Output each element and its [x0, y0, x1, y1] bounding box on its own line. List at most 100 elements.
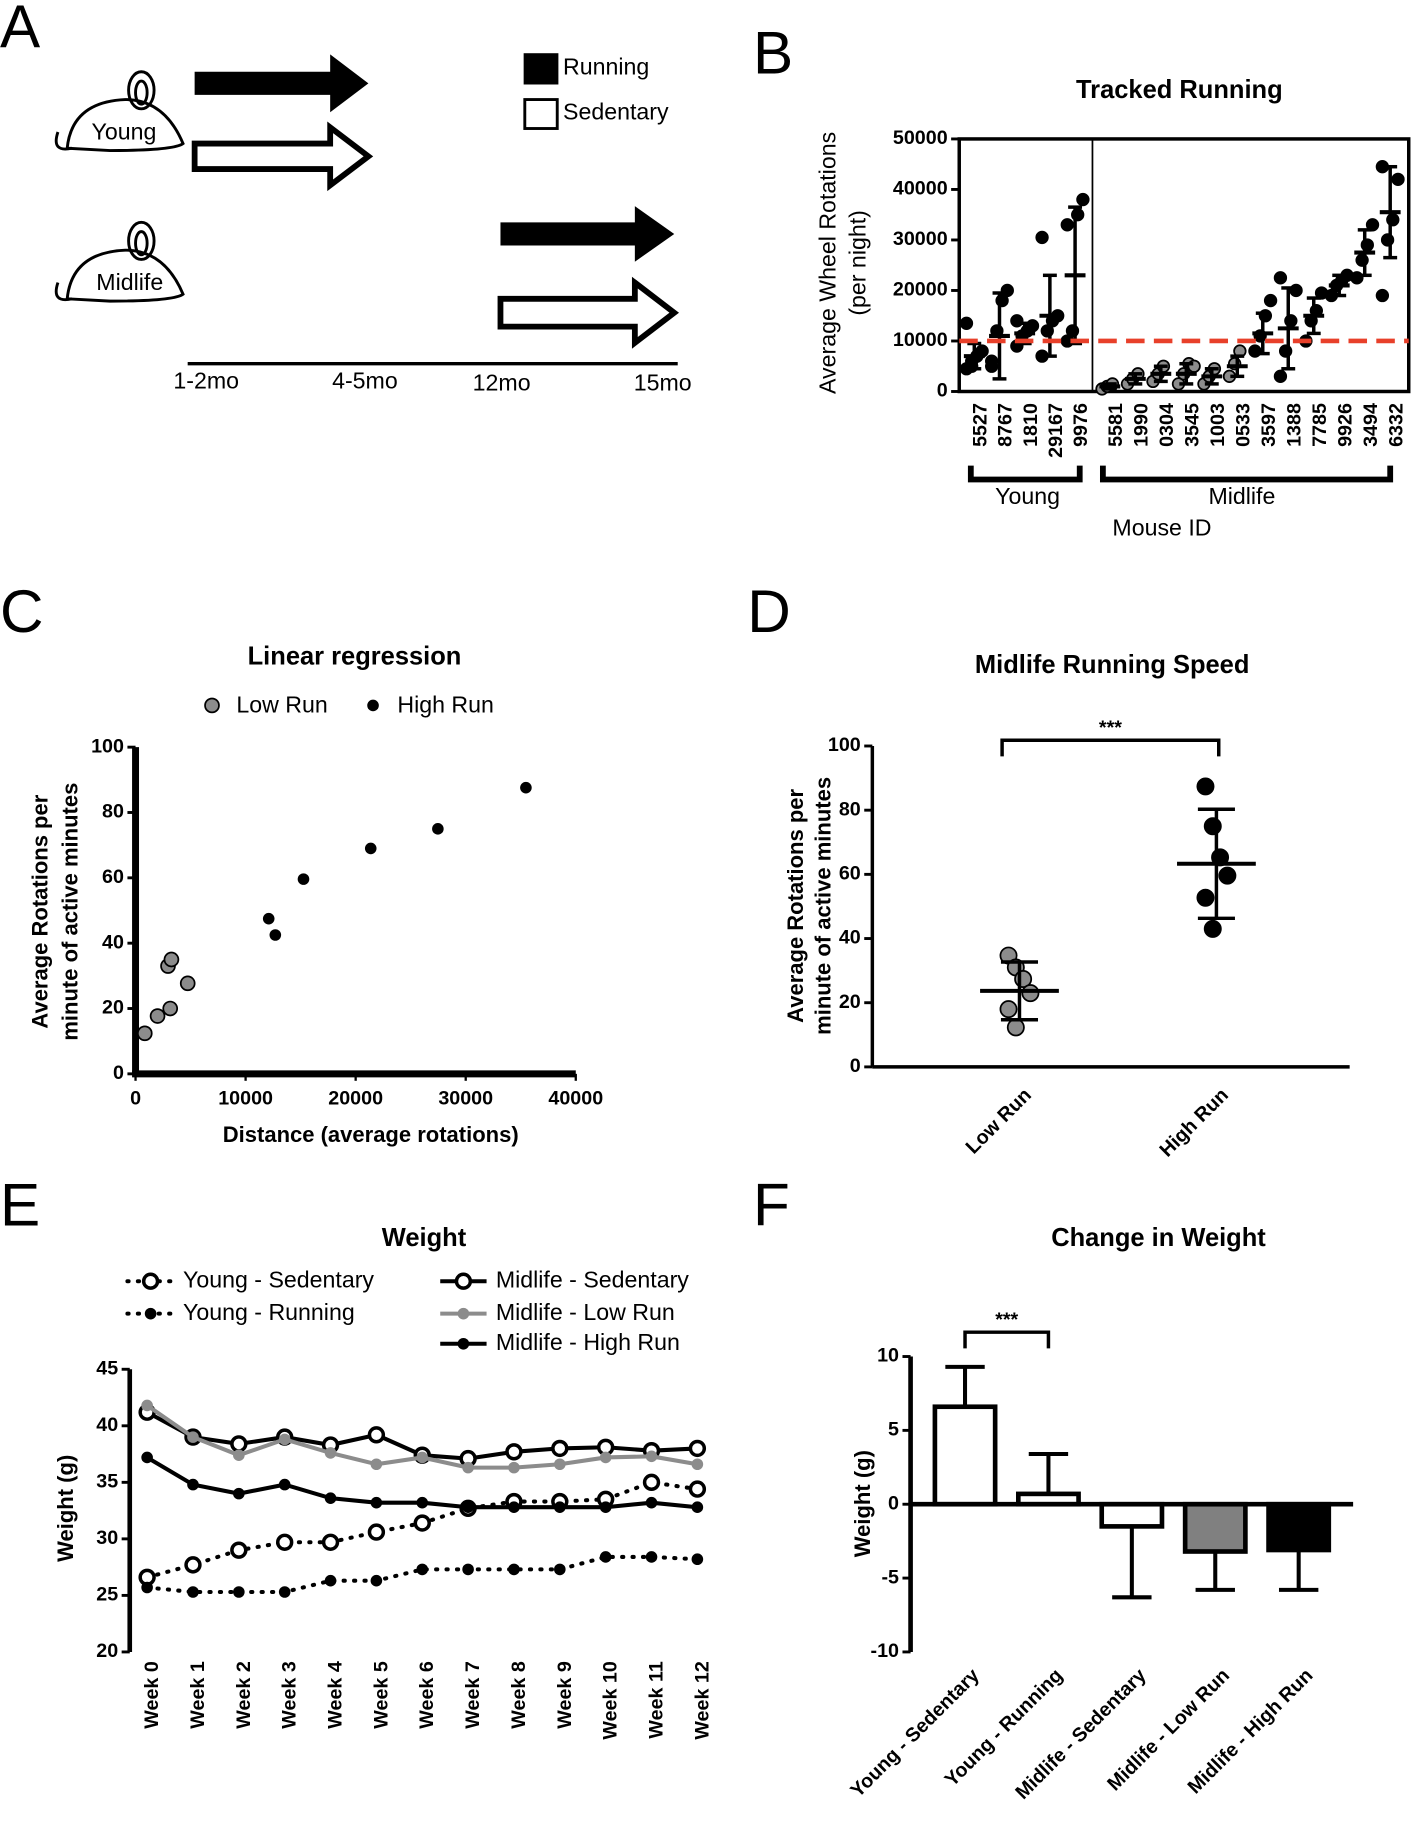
- y-tick-label: 0: [937, 380, 948, 402]
- bar: [932, 1404, 998, 1507]
- legend-label: Young - Running: [183, 1299, 355, 1325]
- legend-marker: [144, 1307, 157, 1320]
- significance-label: ***: [995, 1309, 1018, 1331]
- data-point: [1273, 271, 1288, 285]
- x-tick-label: 9976: [1070, 403, 1092, 447]
- x-tick-label: Week 4: [325, 1661, 347, 1729]
- group-label: Young: [995, 483, 1060, 509]
- x-tick-label: 0304: [1156, 403, 1178, 447]
- data-point: [297, 873, 310, 885]
- x-tick-label: 3494: [1360, 403, 1382, 447]
- chart-title: Change in Weight: [1051, 1224, 1266, 1252]
- x-tick-label: Week 12: [691, 1661, 713, 1739]
- data-point: [520, 781, 532, 794]
- timeline-label: 1-2mo: [173, 367, 239, 393]
- data-point: [324, 1492, 337, 1504]
- legend-label: High Run: [397, 692, 494, 718]
- y-tick-label: 20: [102, 997, 124, 1019]
- data-point: [554, 1563, 566, 1576]
- data-point: [645, 1450, 658, 1463]
- panel-label: D: [747, 577, 791, 645]
- data-point: [1365, 218, 1380, 232]
- legend-label: Running: [563, 53, 649, 79]
- data-point: [1196, 888, 1215, 907]
- x-tick-label: 7785: [1309, 403, 1331, 447]
- panel-label: E: [0, 1170, 40, 1238]
- x-tick-label: Week 10: [600, 1661, 622, 1739]
- x-tick-label: 0533: [1232, 403, 1254, 447]
- data-point: [1391, 172, 1405, 187]
- sedentary-arrow: [191, 121, 374, 192]
- y-tick-label: -5: [881, 1566, 899, 1588]
- data-point: [149, 1008, 166, 1024]
- x-tick-label: 40000: [548, 1088, 603, 1110]
- x-tick-label: Week 3: [279, 1661, 301, 1729]
- data-point: [1076, 192, 1090, 207]
- y-tick-label: 40: [102, 931, 124, 953]
- data-point: [230, 1435, 248, 1453]
- data-point: [187, 1478, 199, 1491]
- data-point: [278, 1586, 291, 1598]
- y-axis-label: Average Rotations per: [783, 788, 808, 1022]
- plot-frame: [957, 137, 1411, 394]
- y-tick-label: 40: [96, 1414, 118, 1436]
- y-tick-label: 60: [839, 863, 861, 885]
- y-tick-label: 50000: [893, 127, 948, 149]
- data-point: [508, 1563, 520, 1576]
- data-point: [187, 1586, 199, 1598]
- x-tick-label: 8767: [995, 403, 1017, 447]
- y-tick-label: -10: [871, 1640, 900, 1662]
- data-point: [141, 1581, 153, 1594]
- y-tick-label: 45: [96, 1357, 118, 1379]
- data-point: [230, 1541, 248, 1559]
- y-tick-label: 10000: [893, 329, 948, 351]
- data-point: [554, 1501, 566, 1514]
- x-tick-label: Week 9: [554, 1661, 576, 1729]
- y-tick-label: 20: [839, 991, 861, 1013]
- y-tick-label: 80: [839, 798, 861, 820]
- data-point: [364, 842, 377, 855]
- significance-bracket: [1000, 738, 1221, 757]
- data-point: [416, 1563, 429, 1576]
- data-point: [324, 1574, 337, 1587]
- bar: [1182, 1501, 1248, 1554]
- y-axis-label: Average Rotations per: [28, 794, 53, 1028]
- timeline-label: 12mo: [473, 370, 531, 396]
- legend-marker: [204, 697, 220, 714]
- data-point: [688, 1439, 707, 1458]
- data-point: [233, 1449, 245, 1461]
- data-point: [645, 1551, 658, 1563]
- data-point: [413, 1514, 431, 1532]
- data-point: [367, 1426, 386, 1444]
- data-point: [691, 1501, 704, 1514]
- data-point: [432, 823, 444, 835]
- timeline-label: 15mo: [634, 370, 692, 396]
- data-point: [508, 1501, 520, 1514]
- x-tick-label: Week 0: [141, 1661, 163, 1729]
- data-point: [1375, 288, 1390, 303]
- group-bracket: [1099, 465, 1394, 483]
- data-point: [162, 1000, 179, 1017]
- x-tick-label: 1990: [1130, 403, 1152, 447]
- data-point: [233, 1487, 245, 1500]
- data-point: [262, 912, 275, 925]
- x-tick-label: Week 7: [462, 1661, 484, 1729]
- group-label: Young: [92, 118, 157, 144]
- x-tick-label: Week 5: [370, 1661, 392, 1729]
- x-tick-label: 10000: [218, 1088, 273, 1110]
- y-axis-label: Weight (g): [850, 1450, 875, 1557]
- sedentary-arrow: [497, 276, 680, 349]
- x-tick-label: 29167: [1045, 403, 1067, 458]
- y-tick-label: 0: [113, 1062, 124, 1084]
- x-tick-label: Low Run: [962, 1084, 1036, 1158]
- data-point: [1035, 230, 1049, 245]
- data-point: [278, 1478, 291, 1491]
- data-point: [554, 1458, 566, 1471]
- x-tick-label: 6332: [1385, 403, 1407, 447]
- legend-label: Midlife - High Run: [496, 1329, 680, 1355]
- data-point: [184, 1556, 202, 1574]
- data-point: [1196, 777, 1215, 796]
- data-point: [505, 1443, 523, 1461]
- data-point: [269, 929, 282, 941]
